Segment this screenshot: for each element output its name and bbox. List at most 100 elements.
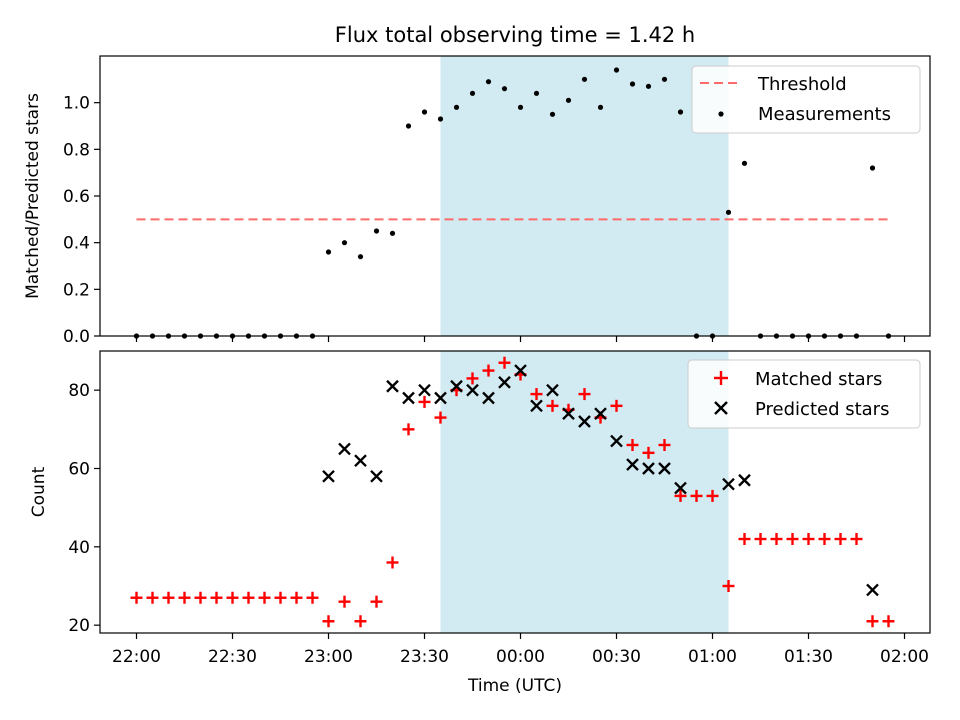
bottom-panel: 20 40 60 80 22:00 22:30 23:00 23:30 00:00 00:30 0… <box>29 350 931 696</box>
x-tick-label: 23:00 <box>304 647 353 667</box>
predicted-star-point <box>386 379 399 393</box>
matched-star-point <box>578 388 591 401</box>
figure-title: Flux total observing time = 1.42 h <box>335 23 695 47</box>
top-y-tick-label: 0.8 <box>63 140 90 160</box>
measurement-point <box>533 90 540 96</box>
measurement-point <box>677 109 684 115</box>
legend-matched-swatch <box>714 371 728 385</box>
predicted-star-point <box>338 442 351 456</box>
bottom-y-tick-label: 40 <box>68 538 90 558</box>
top-y-tick-label: 0.4 <box>63 234 90 254</box>
predicted-star-point <box>562 407 575 421</box>
predicted-star-point <box>370 469 383 483</box>
measurement-point <box>501 86 508 92</box>
predicted-star-point <box>722 477 735 491</box>
measurement-point <box>469 90 476 96</box>
matched-star-point <box>162 591 175 604</box>
matched-star-point <box>658 439 671 451</box>
measurement-point <box>341 240 348 246</box>
predicted-star-point <box>546 383 559 397</box>
matched-star-point <box>882 615 895 628</box>
x-tick-label: 22:00 <box>112 647 161 667</box>
matched-star-point <box>370 595 383 608</box>
measurement-point <box>421 109 428 115</box>
measurement-point <box>629 81 636 87</box>
predicted-star-point <box>402 391 415 405</box>
measurement-point <box>645 83 652 89</box>
top-y-tick-label: 1.0 <box>63 94 90 114</box>
bottom-y-tick-label: 80 <box>68 381 90 401</box>
matched-star-point <box>338 595 351 608</box>
predicted-star-point <box>482 391 495 405</box>
predicted-star-point <box>866 583 879 597</box>
top-y-tick-label: 0.0 <box>63 327 90 347</box>
x-tick-label: 01:00 <box>688 647 737 667</box>
measurement-point <box>517 104 524 110</box>
matched-star-point <box>802 533 815 545</box>
matched-star-point <box>130 591 143 604</box>
matched-star-point <box>834 533 847 545</box>
predicted-star-point <box>658 462 671 475</box>
measurement-point <box>549 111 556 117</box>
matched-star-point <box>498 356 511 369</box>
top-y-axis-label: Matched/Predicted stars <box>23 93 43 299</box>
predicted-star-point <box>530 399 543 413</box>
bottom-y-axis-label: Count <box>29 466 49 517</box>
matched-star-point <box>610 399 623 412</box>
measurement-point <box>357 254 364 260</box>
matched-star-point <box>754 533 767 545</box>
predicted-star-point <box>674 481 687 495</box>
measurement-point <box>389 230 396 236</box>
matched-star-point <box>722 580 735 592</box>
matched-star-point <box>786 533 799 545</box>
measurement-point <box>405 123 412 129</box>
measurement-point <box>565 97 572 103</box>
matched-star-point <box>322 615 335 628</box>
matched-star-point <box>386 556 399 569</box>
top-axes-frame <box>99 55 931 337</box>
matched-star-point <box>434 411 447 424</box>
measurement-point <box>741 160 748 166</box>
measurement-point <box>869 165 876 171</box>
measurement-point <box>597 104 604 110</box>
matched-star-point <box>738 533 751 545</box>
top-legend: Threshold Measurements <box>691 65 921 134</box>
matched-star-point <box>146 591 159 604</box>
legend-matched-label: Matched stars <box>755 369 882 390</box>
x-tick-label: 23:30 <box>400 647 449 667</box>
top-legend-box <box>691 65 921 134</box>
matched-star-point <box>850 533 863 545</box>
top-shaded-interval <box>440 56 729 336</box>
matched-star-point <box>226 591 239 604</box>
legend-measurements-label: Measurements <box>758 104 891 125</box>
predicted-star-point <box>322 469 335 483</box>
matched-star-point <box>258 591 271 604</box>
predicted-star-point <box>738 473 751 487</box>
matched-star-point <box>626 439 639 451</box>
legend-measurements-swatch <box>718 111 724 117</box>
measurement-point <box>437 116 444 122</box>
measurement-point <box>725 209 732 215</box>
top-y-tick-label: 0.6 <box>63 187 90 207</box>
bottom-legend: Matched stars Predicted stars <box>687 359 921 429</box>
matched-star-point <box>290 591 303 604</box>
matched-star-point <box>706 489 719 502</box>
matched-star-point <box>674 489 687 502</box>
measurement-point <box>485 79 492 85</box>
x-tick-label: 01:30 <box>784 647 833 667</box>
matched-star-point <box>482 364 495 377</box>
top-panel: 0.0 0.2 0.4 0.6 0.8 1.0 Matched/Predicted sta… <box>23 55 931 347</box>
x-tick-label: 22:30 <box>208 647 257 667</box>
predicted-star-point <box>466 383 479 397</box>
bottom-y-tick-label: 20 <box>68 616 90 636</box>
measurement-point <box>453 104 460 110</box>
predicted-star-point <box>498 375 511 389</box>
matched-star-point <box>546 399 559 412</box>
predicted-star-point <box>450 379 463 393</box>
predicted-star-point <box>434 391 447 405</box>
measurement-point <box>613 67 620 73</box>
matched-star-point <box>242 591 255 604</box>
predicted-star-point <box>610 434 623 448</box>
matched-star-point <box>210 591 223 604</box>
